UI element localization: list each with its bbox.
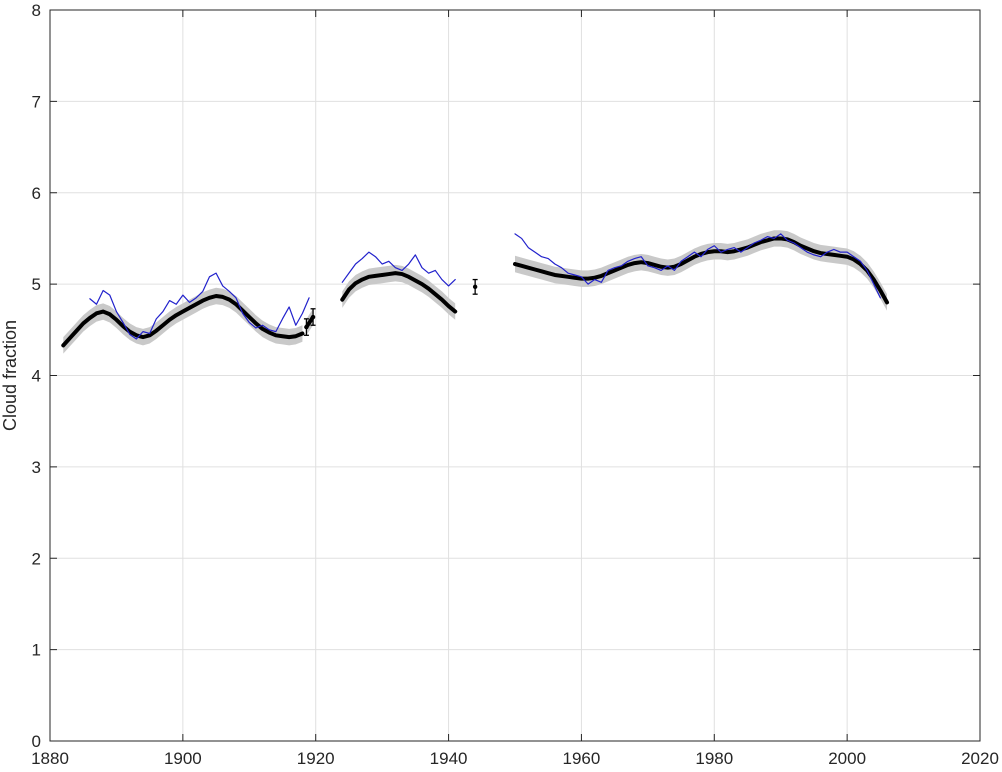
svg-text:0: 0 bbox=[32, 732, 41, 751]
svg-text:1900: 1900 bbox=[164, 749, 202, 768]
svg-text:3: 3 bbox=[32, 458, 41, 477]
series-annual bbox=[89, 233, 881, 340]
y-axis-label: Cloud fraction bbox=[0, 320, 20, 431]
svg-text:8: 8 bbox=[32, 1, 41, 20]
svg-text:2: 2 bbox=[32, 549, 41, 568]
svg-text:1960: 1960 bbox=[563, 749, 601, 768]
svg-text:2000: 2000 bbox=[828, 749, 866, 768]
grid-lines bbox=[50, 10, 980, 741]
y-axis-tick-labels: 0 1 2 3 4 5 6 7 8 bbox=[32, 1, 41, 751]
error-bar-points bbox=[303, 278, 478, 336]
svg-text:1920: 1920 bbox=[297, 749, 335, 768]
axis-ticks bbox=[49, 9, 981, 742]
svg-text:1: 1 bbox=[32, 641, 41, 660]
svg-text:5: 5 bbox=[32, 275, 41, 294]
svg-text:4: 4 bbox=[32, 367, 41, 386]
svg-text:1880: 1880 bbox=[31, 749, 69, 768]
svg-text:1980: 1980 bbox=[695, 749, 733, 768]
svg-text:2020: 2020 bbox=[961, 749, 999, 768]
svg-text:6: 6 bbox=[32, 184, 41, 203]
svg-text:1940: 1940 bbox=[430, 749, 468, 768]
svg-text:7: 7 bbox=[32, 92, 41, 111]
x-axis-tick-labels: 1880 1900 1920 1940 1960 1980 2000 2020 bbox=[31, 749, 999, 768]
